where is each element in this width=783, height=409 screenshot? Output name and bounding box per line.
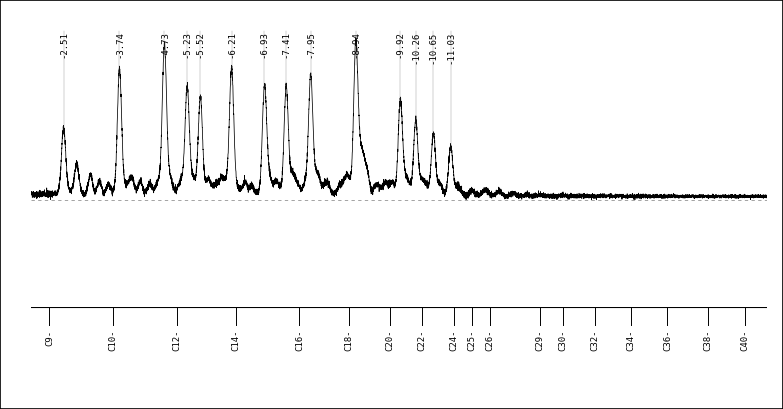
Text: -6.93: -6.93 — [260, 31, 269, 58]
Text: C32-: C32- — [590, 330, 599, 351]
Text: -10.65: -10.65 — [429, 31, 438, 64]
Text: -5.23: -5.23 — [182, 31, 192, 58]
Text: -4.73: -4.73 — [160, 31, 169, 58]
Text: C29-: C29- — [536, 330, 545, 351]
Text: C40-: C40- — [740, 330, 749, 351]
Text: C34-: C34- — [626, 330, 636, 351]
Text: C25-: C25- — [467, 330, 477, 351]
Text: -9.92: -9.92 — [395, 31, 405, 58]
Text: C18-: C18- — [345, 330, 354, 351]
Text: -8.94: -8.94 — [352, 31, 360, 58]
Text: C22-: C22- — [417, 330, 427, 351]
Text: C24-: C24- — [449, 330, 458, 351]
Text: C36-: C36- — [663, 330, 672, 351]
Text: C12-: C12- — [172, 330, 181, 351]
Text: C20-: C20- — [386, 330, 395, 351]
Text: -2.51: -2.51 — [59, 31, 68, 58]
Text: C9-: C9- — [45, 330, 54, 346]
Text: C10-: C10- — [109, 330, 117, 351]
Text: -7.41: -7.41 — [282, 31, 290, 58]
Text: -5.52: -5.52 — [196, 31, 205, 58]
Text: -11.03: -11.03 — [446, 31, 455, 64]
Text: -3.74: -3.74 — [115, 31, 124, 58]
Text: -10.26: -10.26 — [411, 31, 420, 64]
Text: -7.95: -7.95 — [306, 31, 316, 58]
Text: C30-: C30- — [558, 330, 568, 351]
Text: C14-: C14- — [231, 330, 240, 351]
Text: C26-: C26- — [485, 330, 495, 351]
Text: C16-: C16- — [295, 330, 304, 351]
Text: -6.21: -6.21 — [227, 31, 236, 58]
Text: C38-: C38- — [704, 330, 713, 351]
